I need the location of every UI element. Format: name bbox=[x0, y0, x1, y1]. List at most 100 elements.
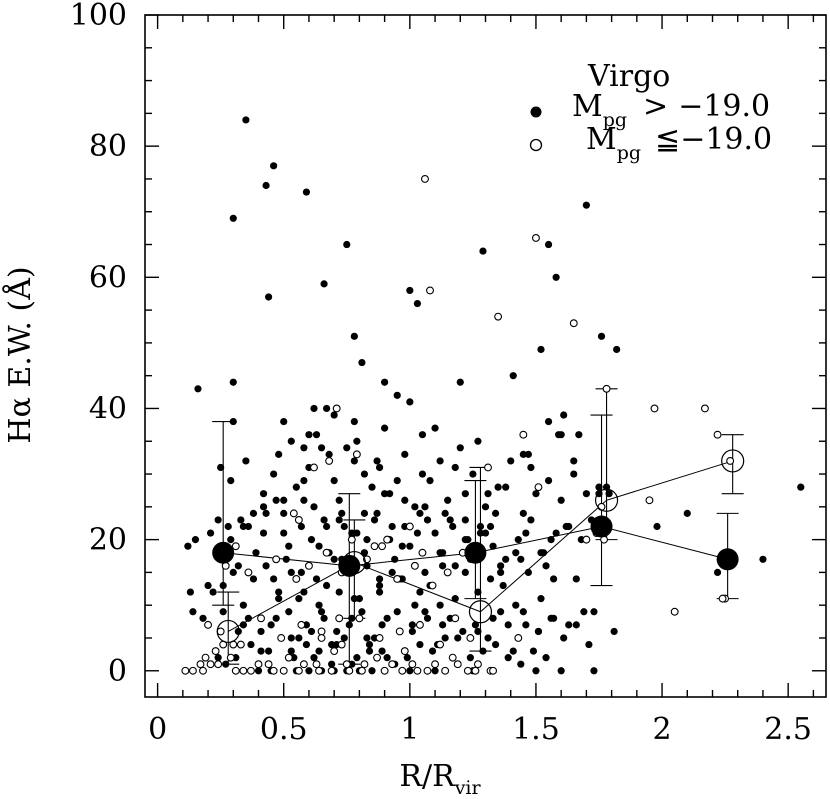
open-data-point bbox=[700, 404, 709, 413]
filled-data-point bbox=[391, 555, 399, 563]
open-data-point bbox=[304, 561, 313, 570]
filled-data-point bbox=[363, 536, 371, 544]
filled-data-point bbox=[234, 562, 242, 570]
open-data-point bbox=[451, 614, 460, 623]
open-data-point bbox=[514, 634, 523, 642]
filled-data-point bbox=[335, 496, 343, 504]
filled-data-point bbox=[547, 536, 555, 544]
filled-data-point bbox=[204, 581, 212, 590]
filled-data-point bbox=[381, 378, 389, 386]
filled-data-point bbox=[514, 536, 522, 544]
open-data-point bbox=[342, 660, 351, 669]
filled-data-point bbox=[343, 444, 351, 452]
open-data-point bbox=[448, 653, 457, 662]
x-tick-label: 0.5 bbox=[260, 712, 308, 747]
filled-data-point bbox=[476, 522, 485, 531]
open-data-point bbox=[299, 660, 308, 669]
filled-data-point bbox=[191, 536, 200, 544]
filled-data-point bbox=[557, 496, 565, 504]
open-data-point bbox=[231, 542, 240, 551]
filled-data-point bbox=[214, 516, 222, 524]
filled-data-point bbox=[381, 424, 389, 432]
filled-data-point bbox=[388, 568, 396, 577]
open-data-point bbox=[645, 496, 654, 505]
filled-data-point bbox=[345, 621, 353, 629]
legend-entry-open: Mpg ≦−19.0 bbox=[586, 122, 772, 164]
filled-data-point bbox=[254, 667, 263, 675]
filled-data-point bbox=[259, 529, 268, 537]
filled-data-point bbox=[292, 483, 300, 491]
open-data-point bbox=[453, 660, 462, 669]
x-tick-label: 2 bbox=[653, 712, 672, 747]
filled-data-point bbox=[613, 345, 621, 354]
filled-data-point bbox=[262, 509, 270, 517]
open-data-point bbox=[335, 614, 344, 623]
filled-data-point bbox=[416, 588, 424, 596]
filled-data-point bbox=[522, 529, 530, 537]
filled-data-point bbox=[509, 372, 517, 380]
filled-data-point bbox=[222, 660, 230, 668]
filled-data-point bbox=[479, 247, 487, 255]
open-data-point bbox=[294, 666, 303, 675]
filled-data-point bbox=[375, 463, 384, 472]
filled-data-point bbox=[310, 404, 318, 413]
filled-data-point bbox=[466, 654, 474, 662]
filled-data-point bbox=[287, 634, 295, 642]
open-data-point bbox=[322, 548, 331, 557]
open-data-point bbox=[602, 384, 611, 393]
open-data-point bbox=[317, 634, 326, 642]
filled-data-point bbox=[229, 378, 237, 386]
filled-data-point bbox=[335, 588, 343, 596]
open-data-point bbox=[443, 568, 452, 577]
open-data-point bbox=[426, 286, 434, 295]
open-data-point bbox=[597, 502, 606, 511]
filled-data-point bbox=[206, 529, 215, 537]
filled-data-point bbox=[398, 542, 406, 550]
open-data-point bbox=[418, 548, 427, 557]
filled-data-point bbox=[393, 391, 401, 399]
filled-data-point bbox=[456, 444, 464, 452]
filled-data-point bbox=[550, 575, 558, 583]
legend-title: Virgo bbox=[587, 59, 670, 94]
open-data-point bbox=[206, 660, 215, 669]
filled-data-point bbox=[360, 470, 369, 478]
filled-data-point bbox=[461, 536, 469, 544]
y-tick-label: 20 bbox=[89, 523, 127, 558]
filled-data-point bbox=[330, 555, 338, 563]
open-data-point bbox=[211, 647, 220, 656]
filled-data-point bbox=[534, 627, 543, 636]
open-data-point bbox=[441, 666, 450, 675]
open-data-point bbox=[380, 666, 389, 675]
filled-data-point bbox=[509, 647, 517, 655]
filled-data-point bbox=[300, 496, 308, 504]
filled-data-point bbox=[502, 555, 510, 563]
filled-data-point bbox=[413, 529, 421, 537]
filled-data-point bbox=[494, 483, 502, 491]
filled-data-point bbox=[585, 640, 593, 649]
y-tick-label: 60 bbox=[89, 260, 127, 295]
filled-data-point bbox=[350, 417, 358, 426]
filled-data-point bbox=[302, 188, 311, 196]
filled-data-point bbox=[459, 627, 467, 636]
filled-data-point bbox=[373, 457, 381, 465]
filled-data-point bbox=[247, 640, 255, 649]
filled-data-point bbox=[544, 476, 553, 485]
open-data-point bbox=[650, 404, 659, 413]
filled-data-point bbox=[365, 647, 374, 655]
open-data-point bbox=[357, 666, 366, 675]
filled-data-point bbox=[537, 345, 545, 354]
filled-data-point bbox=[444, 496, 452, 504]
filled-data-point bbox=[401, 496, 409, 504]
open-data-point bbox=[370, 542, 379, 551]
filled-data-point bbox=[239, 601, 247, 609]
filled-data-point bbox=[497, 608, 505, 616]
open-data-point bbox=[264, 660, 273, 669]
open-data-point bbox=[315, 666, 323, 675]
filled-data-point bbox=[436, 457, 444, 465]
filled-data-point bbox=[532, 667, 540, 675]
open-data-point bbox=[421, 174, 429, 183]
filled-data-point bbox=[544, 240, 553, 249]
filled-data-point bbox=[441, 509, 449, 517]
open-data-point bbox=[373, 653, 381, 662]
